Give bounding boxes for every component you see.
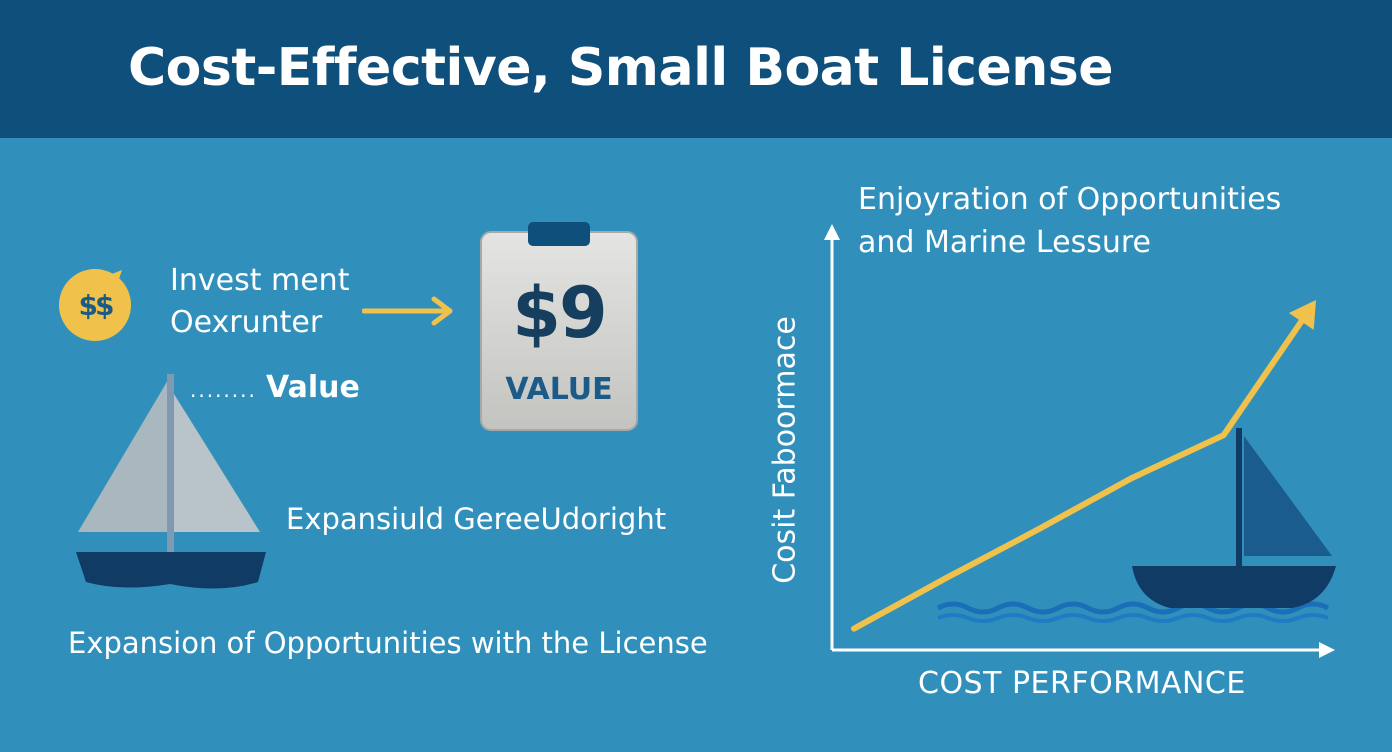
x-axis-arrowhead (1319, 642, 1335, 658)
chart-x-axis-label: COST PERFORMANCE (918, 666, 1246, 701)
series-line (851, 315, 1307, 632)
price-value: $9 (512, 272, 607, 354)
boat-mast (1236, 428, 1242, 568)
investment-text: Invest ment Oexrunter (170, 260, 349, 344)
chart-axes (824, 224, 1335, 658)
investment-line-2: Oexrunter (170, 305, 323, 340)
arrow-right-icon (362, 296, 453, 326)
cost-performance-chart (824, 224, 1336, 658)
series-arrowhead (1288, 300, 1316, 330)
middle-label: Expansiuld GereeUdoright (286, 502, 667, 536)
y-axis-arrowhead (824, 224, 840, 240)
boat-sail (1244, 436, 1332, 556)
header-banner (0, 0, 1392, 138)
price-tag-icon (480, 222, 638, 431)
page-title: Cost-Effective, Small Boat License (128, 38, 1114, 98)
coin-label: $$ (78, 288, 115, 322)
investment-line-1: Invest ment (170, 263, 350, 298)
chart-y-axis-label: Cosit Faboormace (767, 316, 803, 584)
chart-series (851, 299, 1317, 632)
chart-boat-icon (936, 428, 1336, 623)
callout-dots: ........ (190, 378, 257, 402)
bottom-label: Expansion of Opportunities with the Lice… (68, 626, 708, 660)
boat-hull (1132, 566, 1336, 608)
chart-title-line-1: Enjoyration of Opportunities (858, 182, 1282, 217)
price-tag-label: VALUE (505, 372, 613, 407)
chart-title-line-2: and Marine Lessure (858, 225, 1151, 260)
coin-icon: $$ (58, 268, 132, 342)
chart-title: Enjoyration of Opportunities and Marine … (858, 178, 1281, 264)
water-wave-2 (937, 613, 1329, 623)
sailboat-icon (76, 374, 266, 589)
value-label: Value (266, 370, 360, 405)
